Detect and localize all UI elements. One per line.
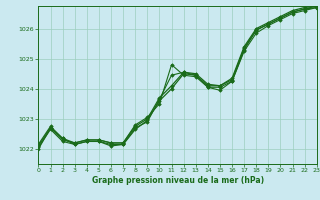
X-axis label: Graphe pression niveau de la mer (hPa): Graphe pression niveau de la mer (hPa) bbox=[92, 176, 264, 185]
